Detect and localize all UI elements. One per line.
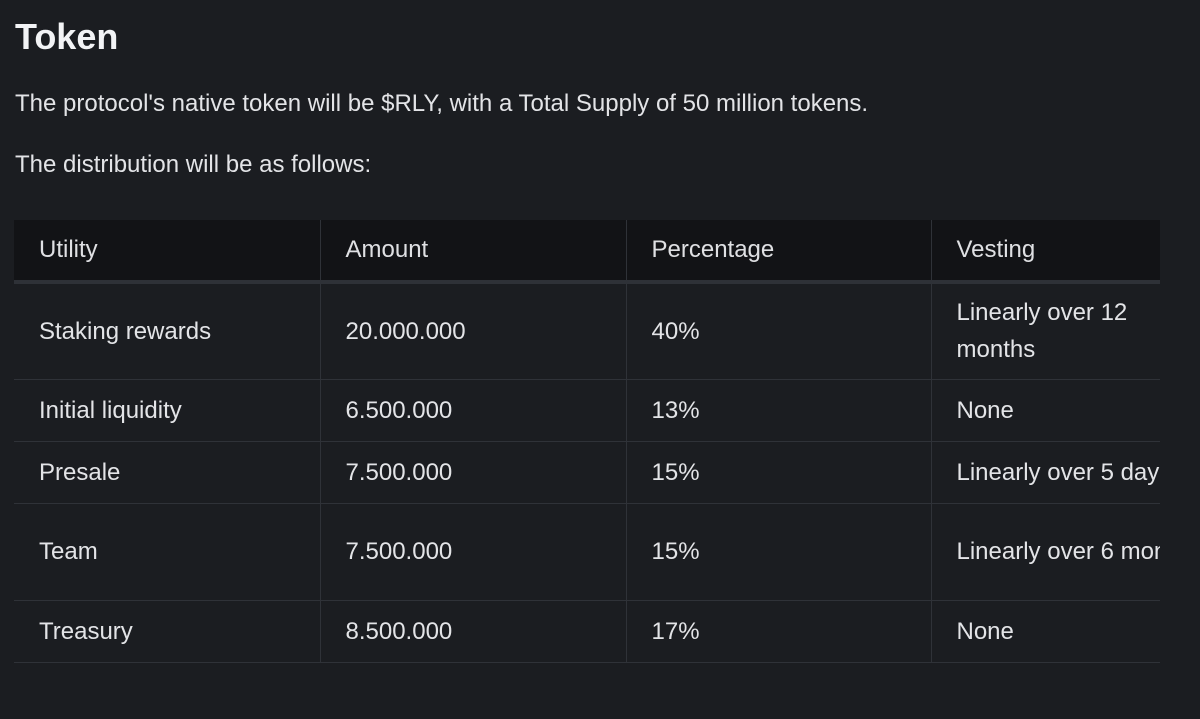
distribution-intro-paragraph: The distribution will be as follows: [15, 151, 372, 178]
vesting-cell: Linearly over 6 months [931, 503, 1160, 601]
table-header-row: Utility Amount Percentage Vesting [14, 220, 1160, 284]
column-header-utility: Utility [14, 220, 321, 284]
section-heading: Token [15, 16, 119, 57]
percentage-cell: 15% [626, 441, 932, 504]
utility-cell: Staking rewards [14, 282, 321, 380]
amount-cell: 8.500.000 [320, 600, 627, 663]
utility-cell: Team [14, 503, 321, 601]
vesting-cell: Linearly over 12 months [931, 282, 1160, 380]
column-header-percentage: Percentage [626, 220, 932, 284]
intro-paragraph: The protocol's native token will be $RLY… [15, 90, 869, 117]
utility-cell: Treasury [14, 600, 321, 663]
percentage-cell: 17% [626, 600, 932, 663]
vesting-cell: None [931, 600, 1160, 663]
table-row: Initial liquidity 6.500.000 13% None [14, 379, 1160, 442]
amount-cell: 6.500.000 [320, 379, 627, 442]
table-row: Team 7.500.000 15% Linearly over 6 month… [14, 503, 1160, 601]
table-row: Staking rewards 20.000.000 40% Linearly … [14, 282, 1160, 380]
utility-cell: Presale [14, 441, 321, 504]
distribution-table: Utility Amount Percentage Vesting Stakin… [14, 220, 1160, 663]
amount-cell: 7.500.000 [320, 441, 627, 504]
amount-cell: 20.000.000 [320, 282, 627, 380]
percentage-cell: 40% [626, 282, 932, 380]
table-row: Treasury 8.500.000 17% None [14, 600, 1160, 663]
distribution-table-container[interactable]: Utility Amount Percentage Vesting Stakin… [14, 220, 1160, 663]
percentage-cell: 13% [626, 379, 932, 442]
vesting-cell: Linearly over 5 days [931, 441, 1160, 504]
utility-cell: Initial liquidity [14, 379, 321, 442]
table-row: Presale 7.500.000 15% Linearly over 5 da… [14, 441, 1160, 504]
amount-cell: 7.500.000 [320, 503, 627, 601]
column-header-amount: Amount [320, 220, 627, 284]
percentage-cell: 15% [626, 503, 932, 601]
column-header-vesting: Vesting [931, 220, 1160, 284]
vesting-cell: None [931, 379, 1160, 442]
